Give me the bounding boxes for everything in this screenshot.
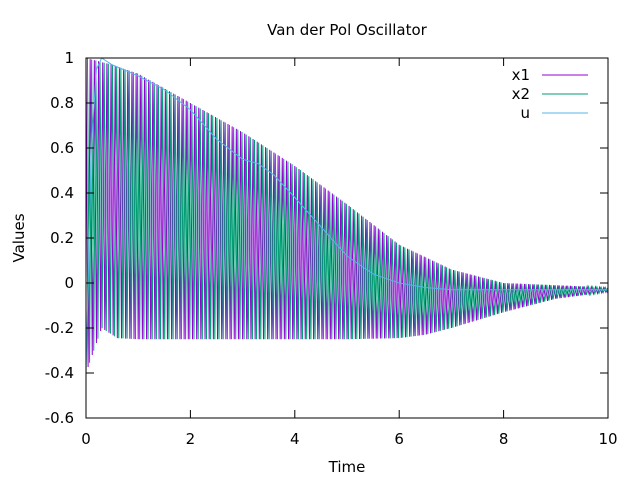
x-tick-label: 10 <box>598 430 617 448</box>
x-tick-label: 2 <box>186 430 196 448</box>
ticks-layer: 0 2 4 6 8 10 -0.6 -0.4 -0.2 0 0.2 0.4 0.6 0.8 1 <box>45 49 618 448</box>
legend-label-x2: x2 <box>512 85 530 103</box>
legend-label-x1: x1 <box>512 66 530 84</box>
legend-label-u: u <box>520 104 530 122</box>
y-tick-label: 1 <box>64 49 74 67</box>
x-tick-label: 0 <box>81 430 91 448</box>
x-tick-label: 4 <box>290 430 300 448</box>
y-tick-label: 0.2 <box>50 229 74 247</box>
y-tick-label: 0 <box>64 274 74 292</box>
y-tick-label: -0.4 <box>45 364 74 382</box>
y-tick-label: 0.6 <box>50 139 74 157</box>
series-line-u <box>86 58 608 374</box>
series-layer <box>86 58 608 374</box>
y-axis-label: Values <box>10 213 28 262</box>
y-tick-label: -0.6 <box>45 409 74 427</box>
x-tick-label: 6 <box>394 430 404 448</box>
series-line-x2 <box>86 58 608 363</box>
chart-title: Van der Pol Oscillator <box>267 21 427 39</box>
y-tick-label: 0.8 <box>50 94 74 112</box>
y-tick-label: 0.4 <box>50 184 74 202</box>
y-tick-label: -0.2 <box>45 319 74 337</box>
x-tick-label: 8 <box>499 430 509 448</box>
x-axis-label: Time <box>328 458 366 476</box>
